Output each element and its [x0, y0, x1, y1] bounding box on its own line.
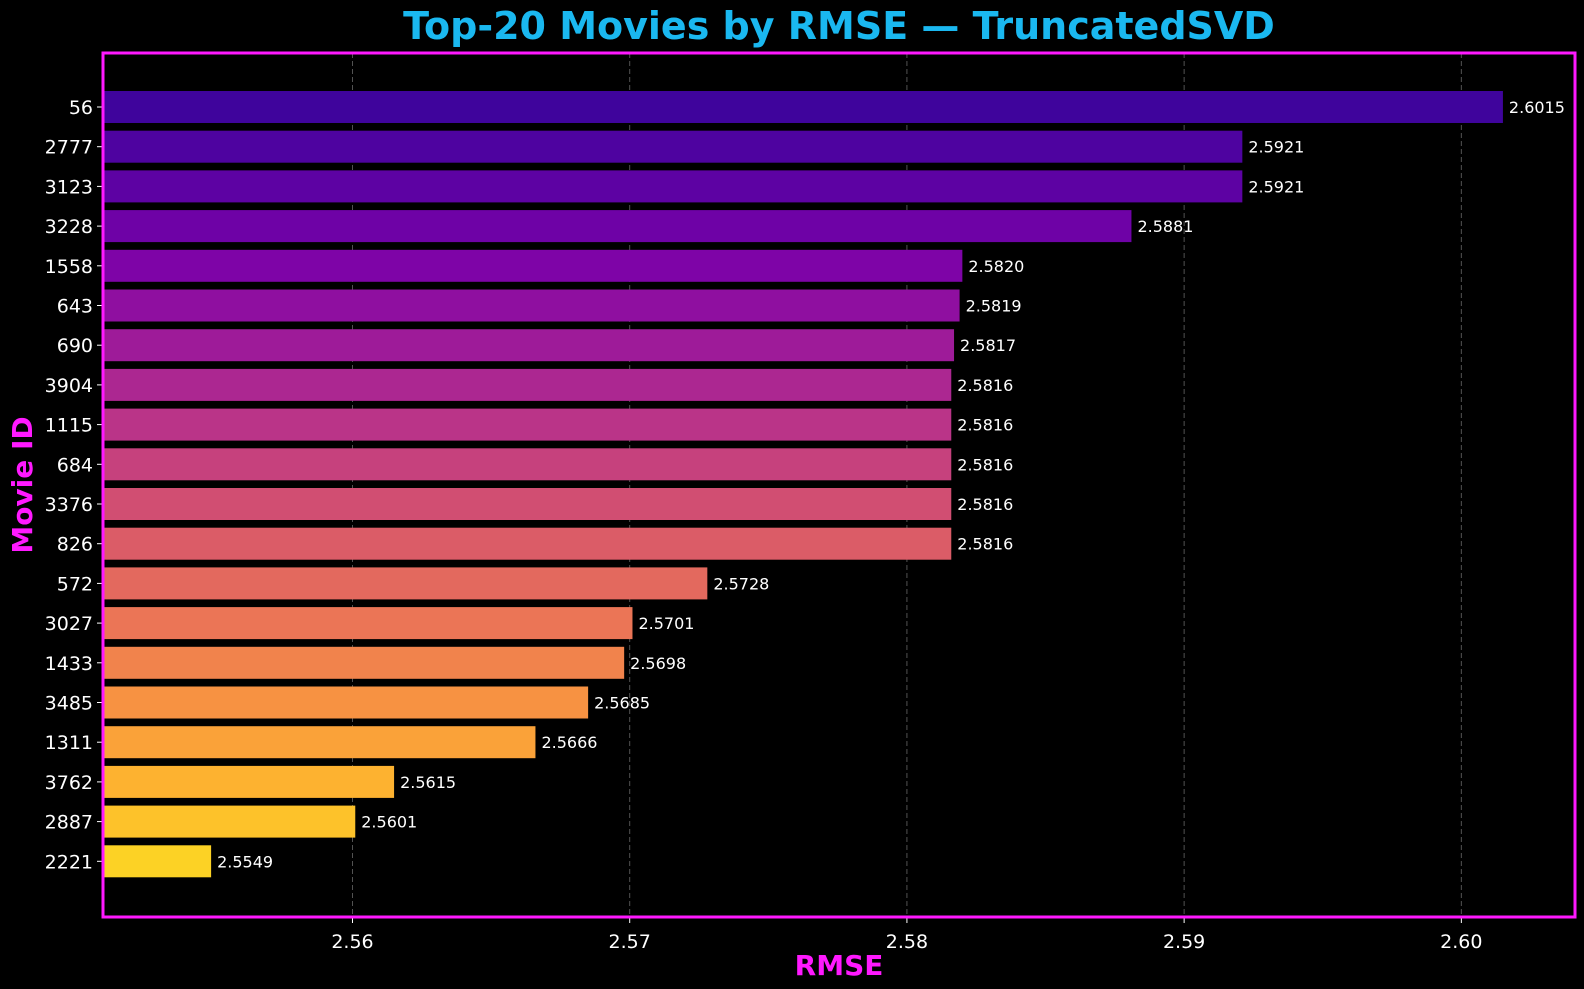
- bar-movie-3904: [103, 368, 952, 401]
- bar-movie-3485: [103, 686, 589, 719]
- bar-value-label: 2.5685: [594, 694, 650, 713]
- bar-movie-2887: [103, 805, 356, 838]
- y-tick-label: 3762: [45, 772, 93, 794]
- bar-value-label: 2.5819: [966, 297, 1022, 316]
- value-labels: 2.6015 2.5921 2.5921 2.5881 2.5820 2.5819 2.58…: [217, 98, 1565, 871]
- bar-value-label: 2.5816: [957, 416, 1013, 435]
- y-tick-label: 572: [57, 573, 93, 595]
- bar-value-label: 2.5701: [638, 614, 694, 633]
- y-tick-label: 3123: [45, 176, 93, 198]
- bar-value-label: 2.5881: [1137, 217, 1193, 236]
- x-tick-label: 2.59: [1163, 931, 1205, 953]
- y-tick-label: 643: [57, 296, 93, 318]
- bar-movie-2221: [103, 845, 212, 878]
- bar-value-label: 2.5921: [1248, 138, 1304, 157]
- y-tick-label: 826: [57, 534, 93, 556]
- bar-value-label: 2.5728: [713, 574, 769, 593]
- bar-movie-1311: [103, 726, 536, 759]
- bar-value-label: 2.5666: [541, 733, 597, 752]
- bar-value-label: 2.5816: [957, 455, 1013, 474]
- bars: [103, 91, 1503, 878]
- y-tick-label: 3027: [45, 613, 93, 635]
- bar-value-label: 2.5816: [957, 535, 1013, 554]
- x-tick-labels: 2.56 2.57 2.58 2.59 2.60: [331, 917, 1482, 953]
- bar-movie-3123: [103, 170, 1243, 203]
- y-tick-label: 3228: [45, 216, 93, 238]
- y-tick-label: 1433: [45, 653, 93, 675]
- y-tick-labels: 56 2777 3123 3228 1558 643 690 3904 1115 684 3376 8…: [45, 97, 103, 873]
- bar-movie-1115: [103, 408, 952, 441]
- bar-movie-56: [103, 91, 1503, 123]
- chart-title: Top-20 Movies by RMSE — TruncatedSVD: [403, 4, 1275, 48]
- bar-value-label: 2.6015: [1509, 98, 1565, 117]
- plot-frame: [101, 51, 1577, 919]
- bar-value-label: 2.5820: [968, 257, 1024, 276]
- bar-movie-3762: [103, 765, 395, 798]
- bar-movie-3027: [103, 607, 633, 640]
- bar-movie-1433: [103, 646, 625, 679]
- bar-value-label: 2.5816: [957, 376, 1013, 395]
- y-tick-label: 3904: [45, 375, 93, 397]
- y-tick-label: 1115: [45, 415, 93, 437]
- bar-movie-684: [103, 448, 952, 481]
- bar-value-label: 2.5601: [361, 813, 417, 832]
- bar-movie-690: [103, 329, 955, 362]
- x-tick-label: 2.57: [609, 931, 651, 953]
- y-tick-label: 3376: [45, 494, 93, 516]
- y-tick-label: 2887: [45, 812, 93, 834]
- y-tick-label: 3485: [45, 693, 93, 715]
- bar-movie-826: [103, 527, 952, 560]
- y-tick-label: 2221: [45, 851, 93, 873]
- bar-movie-643: [103, 289, 960, 322]
- x-axis-label: RMSE: [795, 949, 884, 982]
- bar-value-label: 2.5698: [630, 654, 686, 673]
- x-tick-label: 2.58: [886, 931, 928, 953]
- bar-movie-1558: [103, 249, 963, 282]
- bar-movie-2777: [103, 130, 1243, 163]
- y-tick-label: 690: [57, 335, 93, 357]
- y-tick-label: 2777: [45, 137, 93, 159]
- y-tick-label: 684: [57, 454, 93, 476]
- bar-movie-572: [103, 567, 708, 600]
- bar-movie-3228: [103, 210, 1132, 243]
- x-tick-label: 2.56: [331, 931, 373, 953]
- y-tick-label: 1558: [45, 256, 93, 278]
- y-tick-label: 56: [69, 97, 93, 119]
- bar-value-label: 2.5549: [217, 852, 273, 871]
- bar-value-label: 2.5615: [400, 773, 456, 792]
- bar-value-label: 2.5817: [960, 336, 1016, 355]
- y-tick-label: 1311: [45, 732, 93, 754]
- x-tick-label: 2.60: [1440, 931, 1482, 953]
- bar-value-label: 2.5816: [957, 495, 1013, 514]
- y-axis-label: Movie ID: [6, 416, 39, 553]
- bar-value-label: 2.5921: [1248, 177, 1304, 196]
- bar-movie-3376: [103, 488, 952, 520]
